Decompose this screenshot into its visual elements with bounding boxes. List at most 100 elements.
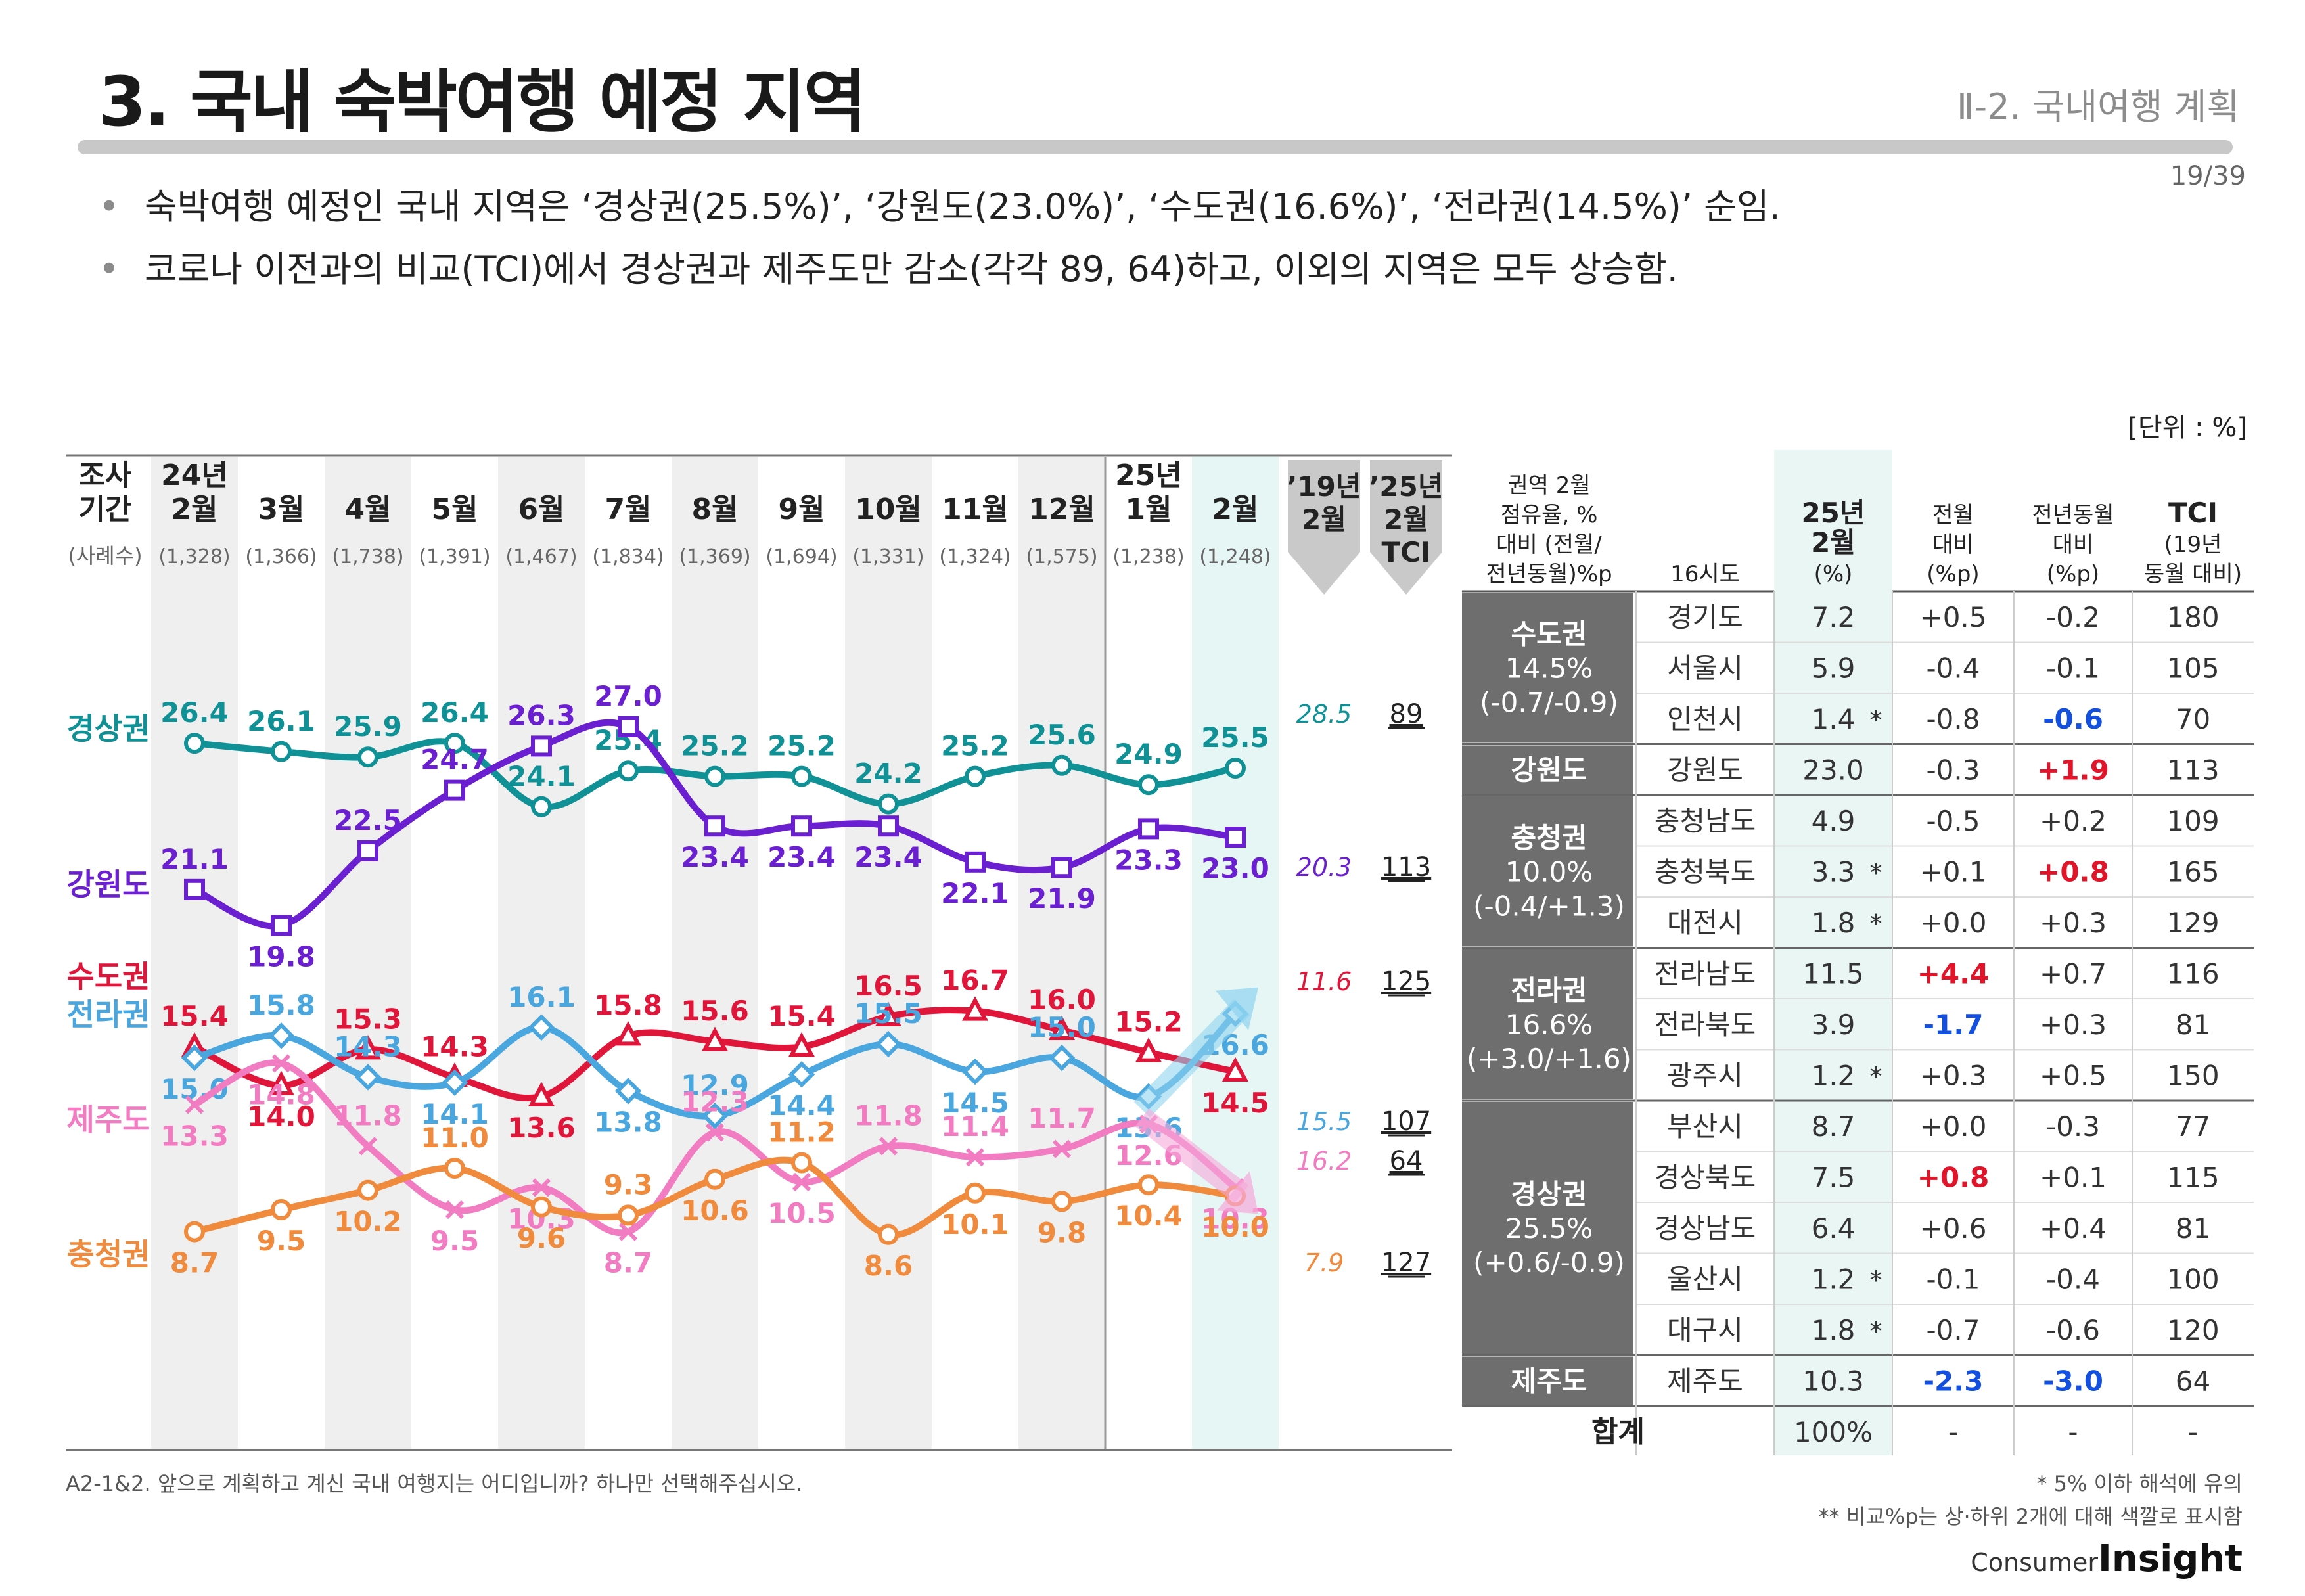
data-point-제주도 bbox=[271, 1054, 291, 1073]
data-label-수도권: 16.0 bbox=[1028, 984, 1096, 1016]
bullet-text: 숙박여행 예정인 국내 지역은 ‘경상권(25.5%)’, ‘강원도(23.0%… bbox=[145, 186, 1781, 227]
period-month-label: 5월 bbox=[431, 493, 478, 526]
data-label-전라권: 14.1 bbox=[421, 1098, 489, 1130]
data-label-경상권: 25.6 bbox=[1028, 719, 1096, 751]
yoy-change: +0.3 bbox=[2040, 907, 2107, 939]
column-shade bbox=[1018, 457, 1105, 1449]
data-label-전라권: 13.8 bbox=[594, 1106, 662, 1138]
data-point-수도권 bbox=[528, 1082, 555, 1106]
sample-size-label: (1,331) bbox=[852, 545, 924, 568]
table-header-text: (%) bbox=[1814, 561, 1853, 587]
data-point-경상권 bbox=[1051, 754, 1072, 776]
data-point-제주도 bbox=[705, 1123, 725, 1142]
sample-size-label: (1,238) bbox=[1112, 545, 1184, 568]
data-point-충청권 bbox=[357, 1179, 378, 1201]
data-point-충청권 bbox=[531, 1196, 552, 1218]
data-point-전라권 bbox=[528, 1014, 555, 1041]
value-2019-강원도: 20.3 bbox=[1296, 853, 1352, 882]
data-label-강원도: 26.3 bbox=[507, 699, 576, 731]
data-point-경상권 bbox=[965, 765, 986, 787]
sample-size-label: (1,369) bbox=[679, 545, 750, 568]
data-label-수도권: 16.5 bbox=[854, 970, 923, 1002]
share-value: 4.9 bbox=[1812, 805, 1856, 837]
tci-index: 100 bbox=[2166, 1263, 2219, 1295]
data-point-충청권 bbox=[271, 1199, 292, 1220]
data-label-강원도: 24.7 bbox=[421, 744, 489, 776]
data-point-경상권 bbox=[1138, 774, 1159, 796]
data-point-전라권 bbox=[354, 1064, 382, 1091]
table-header-text: (%p) bbox=[1927, 561, 1979, 587]
tci-value-경상권: 89 bbox=[1390, 699, 1423, 729]
share-value: 1.8 bbox=[1812, 907, 1856, 939]
column-shade bbox=[325, 457, 411, 1449]
table-header-text: 대비 bbox=[2053, 532, 2094, 558]
sample-size-label: (1,738) bbox=[332, 545, 403, 568]
tci-value-충청권: 127 bbox=[1381, 1248, 1431, 1278]
latest-column-highlight bbox=[1192, 457, 1279, 1449]
data-point-전라권 bbox=[961, 1058, 989, 1085]
data-label-강원도: 23.4 bbox=[854, 841, 923, 873]
period-year-label: 24년 bbox=[161, 459, 228, 492]
data-point-수도권 bbox=[961, 996, 989, 1021]
column-shade bbox=[672, 457, 758, 1449]
data-point-제주도 bbox=[792, 1172, 811, 1192]
value-2019-제주도: 16.2 bbox=[1296, 1147, 1352, 1175]
data-label-강원도: 21.1 bbox=[160, 843, 229, 875]
data-point-충청권 bbox=[618, 1204, 639, 1226]
data-point-제주도 bbox=[879, 1137, 898, 1156]
data-label-강원도: 27.0 bbox=[594, 680, 662, 712]
data-point-경상권 bbox=[357, 746, 378, 768]
total-tci: - bbox=[2188, 1416, 2198, 1448]
data-point-수도권 bbox=[354, 1035, 382, 1060]
data-point-전라권 bbox=[441, 1069, 468, 1097]
share-value: 8.7 bbox=[1812, 1110, 1856, 1143]
data-label-수도권: 13.6 bbox=[507, 1112, 576, 1144]
trend-chart: 조사기간(사례수)24년2월(1,328)3월(1,366)4월(1,738)5… bbox=[66, 454, 1452, 1451]
group-label-cell bbox=[1462, 949, 1633, 1099]
data-point-강원도 bbox=[1051, 857, 1072, 878]
data-point-충청권 bbox=[878, 1223, 899, 1245]
low-share-star: * bbox=[1870, 858, 1883, 887]
total-share: 100% bbox=[1794, 1416, 1873, 1448]
data-label-충청권: 8.6 bbox=[864, 1250, 913, 1282]
tci-value-제주도: 64 bbox=[1390, 1146, 1423, 1176]
data-label-제주도: 11.8 bbox=[854, 1099, 923, 1131]
data-label-전라권: 12.9 bbox=[681, 1069, 749, 1101]
data-point-전라권 bbox=[875, 1030, 902, 1058]
group-label-text: (+0.6/-0.9) bbox=[1473, 1246, 1625, 1279]
data-point-전라권 bbox=[614, 1078, 642, 1105]
group-label-text: 10.0% bbox=[1505, 855, 1593, 888]
data-point-충청권 bbox=[1051, 1191, 1072, 1212]
data-point-충청권 bbox=[791, 1152, 812, 1174]
tci-index: 105 bbox=[2166, 652, 2219, 684]
tci-index: 113 bbox=[2166, 754, 2219, 786]
share-value: 5.9 bbox=[1812, 652, 1856, 684]
data-label-제주도: 9.5 bbox=[430, 1225, 479, 1257]
sample-label: (사례수) bbox=[68, 543, 142, 568]
total-label: 합계 bbox=[1591, 1415, 1645, 1449]
share-value: 1.2 bbox=[1812, 1263, 1856, 1295]
value-2019-전라권: 15.5 bbox=[1296, 1107, 1352, 1136]
period-month-label: 2월 bbox=[1212, 493, 1258, 526]
data-label-경상권: 25.2 bbox=[681, 730, 749, 762]
data-label-제주도: 14.8 bbox=[247, 1078, 315, 1110]
logo-consumer: Consumer bbox=[1971, 1548, 2099, 1577]
group-label-text: 충청권 bbox=[1511, 821, 1587, 854]
data-label-경상권: 24.1 bbox=[507, 760, 576, 792]
yoy-change: +0.2 bbox=[2040, 805, 2107, 837]
sample-size-label: (1,324) bbox=[939, 545, 1011, 568]
extra-column-header-label: ’19년 bbox=[1287, 470, 1361, 503]
low-share-star: * bbox=[1870, 909, 1883, 938]
group-label-text: 14.5% bbox=[1505, 652, 1593, 684]
data-point-충청권 bbox=[1138, 1174, 1159, 1196]
data-label-수도권: 15.6 bbox=[681, 995, 749, 1027]
mom-change: -0.5 bbox=[1927, 805, 1980, 837]
tci-value-수도권: 125 bbox=[1381, 967, 1431, 997]
table-header-text: 2월 bbox=[1811, 526, 1856, 559]
series-name-제주도: 제주도 bbox=[67, 1102, 150, 1137]
bullet-text: 코로나 이전과의 비교(TCI)에서 경상권과 제주도만 감소(각각 89, 6… bbox=[145, 248, 1678, 290]
mom-change: +0.3 bbox=[1920, 1059, 1987, 1091]
period-year-label: 25년 bbox=[1115, 459, 1182, 492]
table-header-text: 권역 2월 bbox=[1507, 472, 1590, 499]
